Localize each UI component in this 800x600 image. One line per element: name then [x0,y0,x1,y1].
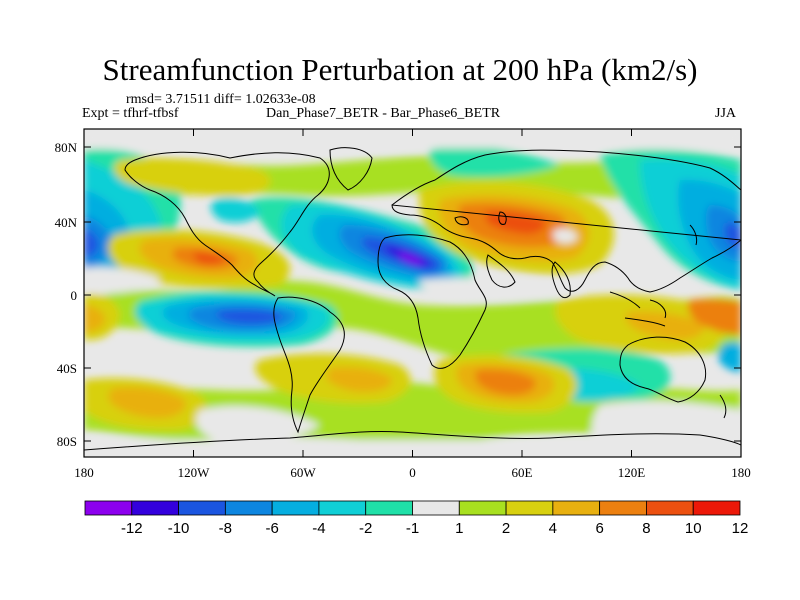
season-label: JJA [715,106,737,121]
plot-title: Streamfunction Perturbation at 200 hPa (… [102,52,698,87]
lat-label-80n: 80N [55,140,78,155]
colorbar-label: -8 [219,520,232,537]
colorbar-box [505,500,554,516]
colorbar-box [178,500,226,516]
lat-label-0: 0 [71,288,78,303]
stats-text: rmsd= 3.71511 diff= 1.02633e-08 [126,92,316,107]
colorbar-label: 10 [685,520,702,537]
colorbar-label: 6 [595,520,603,537]
colorbar-label: -1 [406,520,419,537]
colorbar-label: 8 [642,520,650,537]
colorbar-label: -6 [265,520,278,537]
colorbar: -12 -10 -8 -6 -4 -2 -1 1 2 4 6 8 10 12 [84,500,749,537]
colorbar-label: -12 [121,520,143,537]
lon-label-180e: 180 [731,465,751,480]
lon-label-60e: 60E [512,465,533,480]
colorbar-label: 2 [502,520,510,537]
lat-label-40n: 40N [55,215,78,230]
lat-label-40s: 40S [57,361,77,376]
colorbar-label: -4 [312,520,325,537]
lon-label-180w: 180 [74,465,94,480]
colorbar-box [365,500,413,516]
colorbar-box [271,500,320,516]
colorbar-box [646,500,694,516]
colorbar-box [224,500,273,516]
colorbar-box [599,500,647,516]
colorbar-box [412,500,460,516]
colorbar-label: 12 [732,520,749,537]
colorbar-label: 4 [549,520,557,537]
colorbar-box [84,500,133,516]
colorbar-label: -10 [168,520,190,537]
colorbar-box [318,500,367,516]
experiment-label: Expt = tfhrf-tfbsf [82,106,179,121]
lat-label-80s: 80S [57,434,77,449]
coastlines [84,147,741,451]
colorbar-label: 1 [455,520,463,537]
lon-label-60w: 60W [290,465,316,480]
lon-label-120e: 120E [618,465,646,480]
tick-marks [83,129,742,457]
colorbar-box [552,500,601,516]
colorbar-label: -2 [359,520,372,537]
lon-label-0: 0 [409,465,416,480]
colorbar-box [692,500,741,516]
contour-field [84,129,741,457]
lon-label-120w: 120W [178,465,211,480]
colorbar-box [131,500,179,516]
colorbar-box [458,500,507,516]
comparison-label: Dan_Phase7_BETR - Bar_Phase6_BETR [266,106,501,121]
